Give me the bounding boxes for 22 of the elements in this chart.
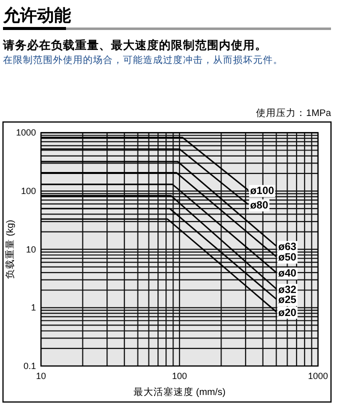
chart-subtitle: 请务必在负载重量、最大速度的限制范围内使用。 bbox=[2, 38, 267, 52]
text: 使用压力：1MPa bbox=[256, 107, 332, 119]
series-label: ø32 bbox=[278, 284, 297, 296]
y-tick-label: 1000 bbox=[16, 128, 36, 138]
x-tick-label: 100 bbox=[172, 371, 188, 381]
series-label: ø40 bbox=[278, 268, 297, 280]
y-axis-title: 负载重量 (kg) bbox=[4, 220, 16, 279]
series-label: ø20 bbox=[278, 306, 297, 319]
y-tick-label: 0.1 bbox=[23, 361, 36, 371]
y-tick-label: 100 bbox=[20, 186, 36, 196]
series-label: ø100 bbox=[250, 185, 274, 198]
series-label: ø63 bbox=[278, 241, 297, 254]
y-tick-label: 1 bbox=[30, 302, 36, 313]
x-tick-label: 10 bbox=[36, 371, 46, 381]
series-label: ø25 bbox=[278, 294, 297, 306]
series-label: ø80 bbox=[250, 199, 268, 212]
x-tick-label: 1000 bbox=[308, 371, 328, 381]
series-label: ø50 bbox=[278, 252, 297, 264]
chart-title: 允许动能 bbox=[3, 6, 71, 25]
y-tick-label: 10 bbox=[26, 244, 36, 254]
x-axis-title: 最大活塞速度 (mm/s) bbox=[133, 386, 226, 398]
text: 在限制范围外使用的场合，可能造成过度冲击，从而损坏元件。 bbox=[3, 54, 283, 66]
